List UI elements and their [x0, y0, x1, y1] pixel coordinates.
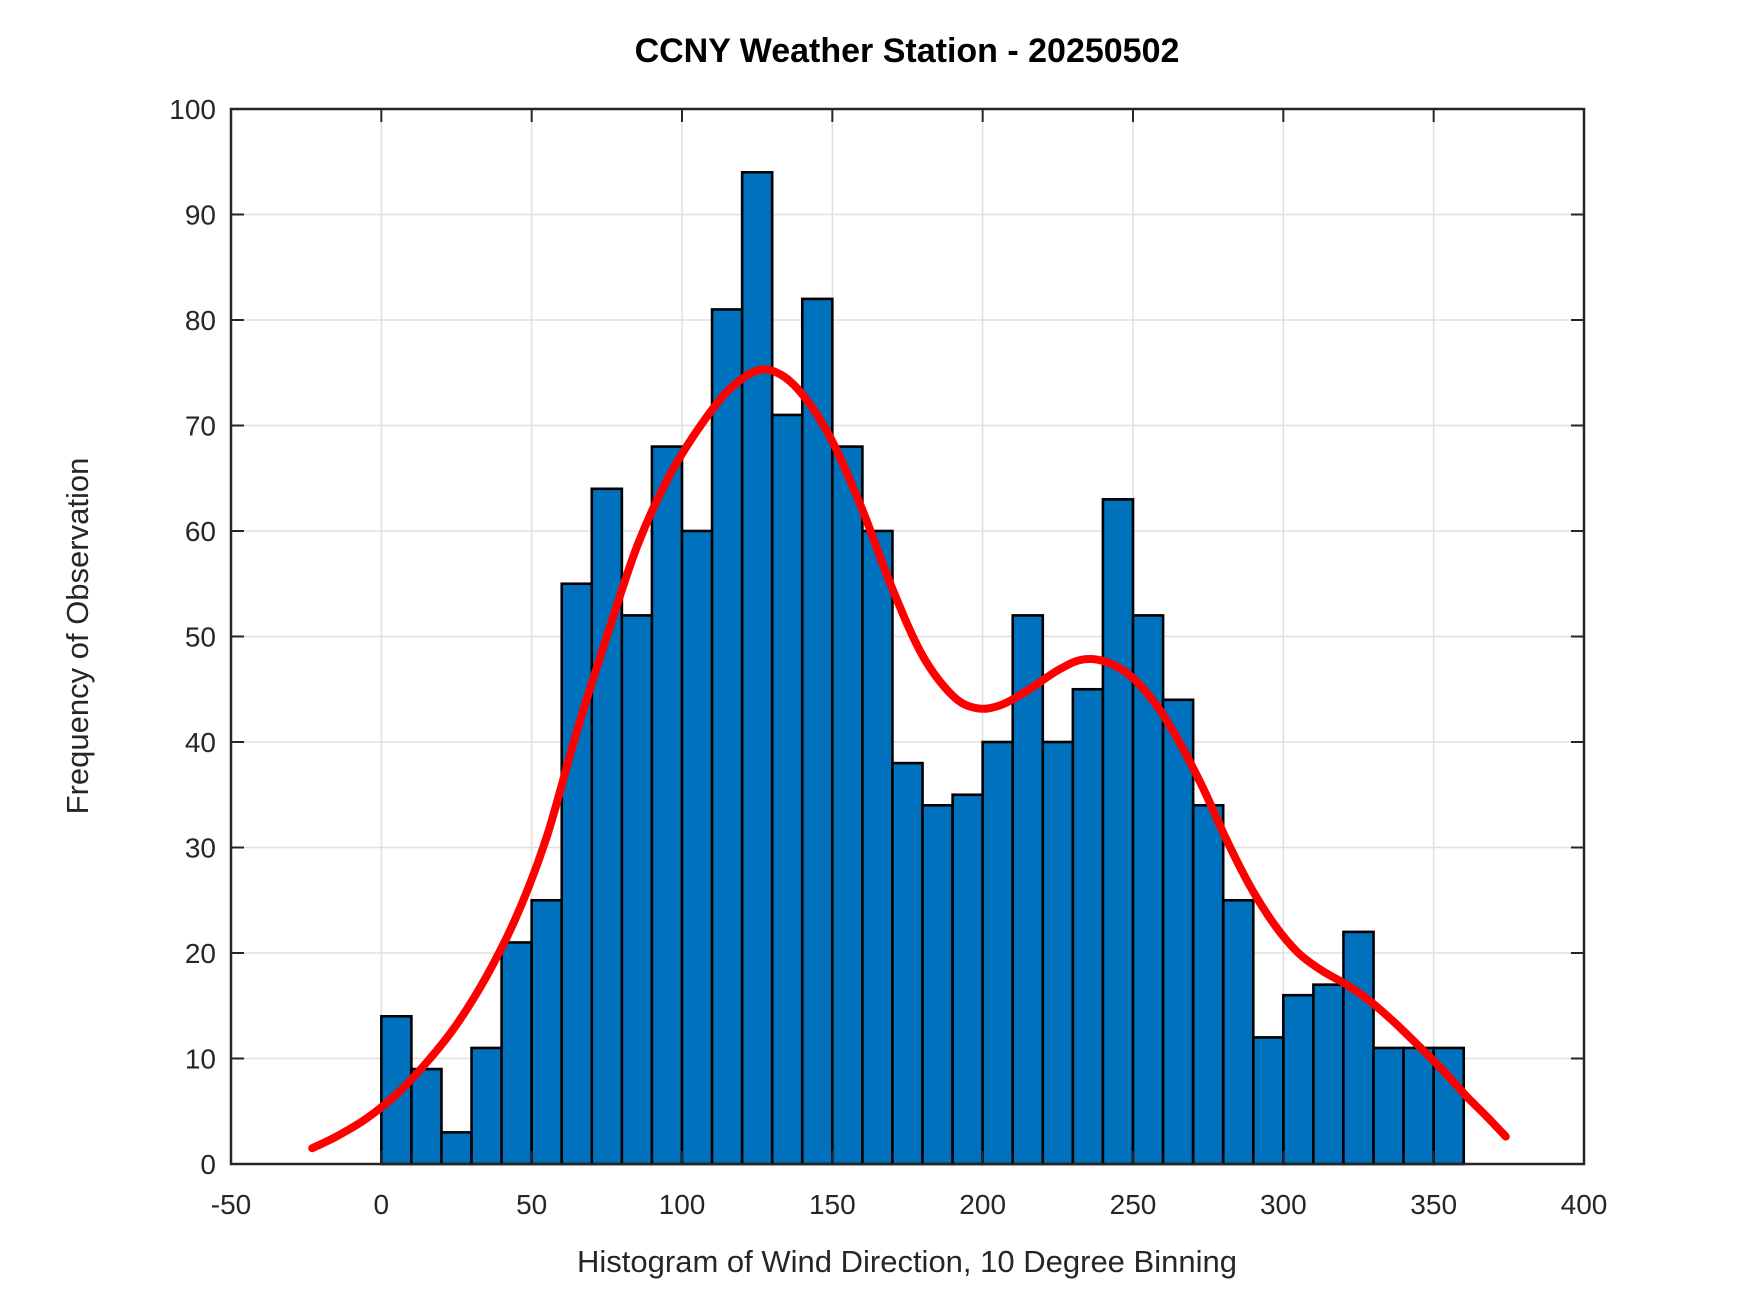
- y-tick-label: 10: [185, 1044, 216, 1075]
- histogram-bar: [861, 529, 894, 1166]
- histogram-bar: [530, 898, 564, 1166]
- histogram-bar: [650, 445, 684, 1166]
- density-fit-curve: [308, 365, 1510, 1153]
- density-fit-curve-layer: [308, 365, 1510, 1153]
- histogram-bar: [1101, 498, 1135, 1166]
- axis-ticks: [230, 108, 1585, 1165]
- y-tick-label: 70: [185, 411, 216, 442]
- x-tick-label: 350: [1410, 1189, 1457, 1220]
- histogram-bar: [740, 171, 774, 1166]
- x-tick-label: 400: [1561, 1189, 1608, 1220]
- histogram-bar: [1282, 993, 1315, 1166]
- histogram-bar: [1312, 983, 1345, 1166]
- histogram-bar: [1011, 614, 1045, 1166]
- x-tick-label: 250: [1110, 1189, 1157, 1220]
- histogram-bar: [560, 582, 594, 1166]
- histogram-bar: [1191, 803, 1225, 1166]
- y-tick-label: 20: [185, 938, 216, 969]
- x-tick-label: 100: [659, 1189, 706, 1220]
- y-tick-label: 60: [185, 516, 216, 547]
- y-tick-label: 80: [185, 305, 216, 336]
- y-tick-label: 50: [185, 622, 216, 653]
- histogram-bar: [1402, 1046, 1435, 1166]
- histogram-bar: [680, 529, 714, 1166]
- histogram-bar: [470, 1046, 503, 1166]
- x-tick-label: 50: [516, 1189, 547, 1220]
- y-tick-label: 30: [185, 833, 216, 864]
- histogram-bar: [1161, 698, 1195, 1166]
- histogram-bar: [770, 413, 804, 1166]
- x-tick-label: 300: [1260, 1189, 1307, 1220]
- histogram-bar: [1251, 1036, 1285, 1166]
- histogram-bar: [1342, 930, 1375, 1166]
- y-tick-label: 100: [169, 94, 216, 125]
- histogram-bar: [831, 445, 864, 1166]
- y-tick-label: 40: [185, 727, 216, 758]
- y-axis-label: Frequency of Observation: [60, 458, 95, 815]
- histogram-bar: [1041, 740, 1075, 1166]
- histogram-bar: [1071, 687, 1105, 1166]
- histogram-bar: [951, 793, 984, 1166]
- histogram-bars: [380, 171, 1466, 1166]
- x-axis-label: Histogram of Wind Direction, 10 Degree B…: [577, 1244, 1237, 1279]
- histogram-bar: [620, 614, 654, 1166]
- histogram-bar: [410, 1067, 443, 1166]
- histogram-bar: [710, 308, 744, 1166]
- axis-tick-labels: -50 0 50 100 150 200 250 300 350 400 0 10 20 30 40 50 60…: [169, 94, 1607, 1220]
- histogram-bar: [1221, 898, 1255, 1166]
- y-tick-label: 0: [200, 1149, 216, 1180]
- histogram-bar: [500, 941, 533, 1166]
- histogram-bar: [981, 740, 1015, 1166]
- y-tick-label: 90: [185, 200, 216, 231]
- histogram-bar: [440, 1131, 473, 1166]
- histogram-bar: [590, 487, 624, 1166]
- chart-title: CCNY Weather Station - 20250502: [635, 32, 1180, 70]
- x-tick-label: 200: [959, 1189, 1006, 1220]
- histogram-bar: [921, 803, 954, 1166]
- x-tick-label: 0: [374, 1189, 390, 1220]
- histogram-bar: [1372, 1046, 1405, 1166]
- histogram-bar: [891, 761, 924, 1166]
- x-tick-label: -50: [211, 1189, 251, 1220]
- x-tick-label: 150: [809, 1189, 856, 1220]
